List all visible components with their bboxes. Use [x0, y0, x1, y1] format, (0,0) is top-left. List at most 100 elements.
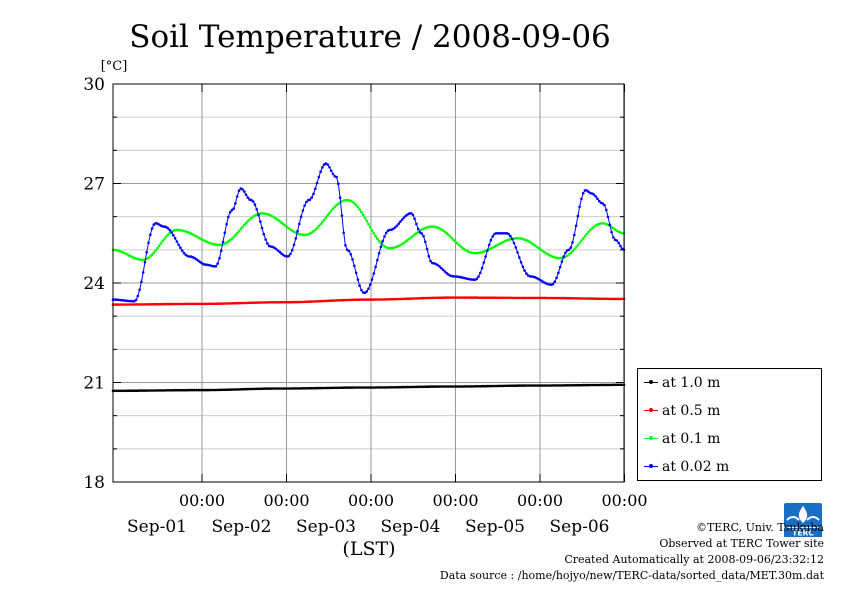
data-point	[338, 386, 342, 390]
data-point	[168, 389, 172, 392]
data-point	[219, 249, 223, 252]
data-point	[450, 236, 454, 240]
y-tick-label: 27	[83, 175, 105, 195]
data-point	[305, 387, 308, 390]
data-point	[601, 383, 604, 387]
data-point	[553, 280, 557, 284]
data-point	[592, 225, 596, 229]
data-point	[494, 232, 498, 235]
data-point	[140, 303, 143, 306]
data-point	[353, 202, 356, 205]
data-point	[161, 389, 164, 392]
series-at-0-02-m	[111, 162, 626, 303]
data-point	[574, 383, 578, 387]
data-point	[411, 213, 415, 217]
data-point	[173, 237, 177, 240]
data-point	[310, 231, 314, 234]
data-point	[248, 387, 251, 391]
data-point	[179, 246, 182, 250]
data-point	[333, 386, 337, 390]
data-point	[274, 217, 278, 220]
data-point	[246, 219, 250, 223]
series-at-0-5-m	[111, 296, 626, 306]
data-point	[578, 205, 581, 209]
data-point	[432, 296, 436, 300]
data-point	[149, 233, 152, 236]
data-point	[420, 385, 424, 389]
data-point	[551, 296, 555, 300]
data-point	[237, 301, 241, 305]
data-point	[149, 255, 152, 258]
data-point	[546, 384, 549, 387]
data-point	[425, 247, 429, 251]
data-point	[470, 385, 473, 388]
data-point	[590, 227, 594, 230]
data-point	[294, 237, 298, 240]
data-point	[282, 222, 285, 226]
data-point	[324, 216, 328, 219]
data-point	[448, 296, 452, 299]
data-point	[526, 384, 530, 387]
data-point	[269, 301, 273, 304]
data-point	[599, 297, 603, 301]
data-point	[594, 195, 597, 198]
x-tick-label-time: 00:00	[263, 491, 309, 510]
data-point	[395, 224, 399, 228]
data-point	[370, 229, 374, 232]
legend: at 1.0 m at 0.5 m at 0.1 m at 0.02 m	[637, 368, 822, 481]
data-point	[361, 213, 365, 217]
data-point	[581, 191, 585, 195]
data-point	[150, 253, 154, 256]
data-point	[312, 386, 315, 390]
data-point	[129, 303, 132, 306]
data-point	[429, 296, 432, 300]
data-point	[415, 232, 418, 235]
data-point	[310, 196, 314, 199]
data-point	[131, 299, 134, 303]
legend-swatch-1m	[644, 378, 658, 388]
data-point	[351, 298, 354, 302]
data-point	[571, 297, 574, 300]
data-point	[468, 296, 471, 299]
data-point	[397, 222, 401, 226]
data-point	[358, 208, 361, 211]
data-point	[558, 384, 562, 387]
data-point	[402, 385, 406, 389]
data-point	[498, 384, 502, 388]
data-point	[558, 265, 562, 269]
data-point	[340, 214, 344, 217]
data-point	[250, 198, 253, 202]
data-point	[603, 297, 606, 301]
data-point	[150, 227, 154, 230]
data-point	[333, 205, 337, 209]
data-point	[477, 385, 480, 388]
data-point	[195, 388, 198, 392]
data-point	[482, 296, 486, 300]
data-point	[539, 248, 542, 251]
data-point	[214, 264, 218, 268]
data-point	[164, 389, 168, 392]
data-point	[537, 384, 541, 387]
data-source-text: Data source : /home/hojyo/new/TERC-data/…	[439, 569, 824, 582]
data-point	[227, 302, 230, 305]
data-point	[177, 243, 180, 247]
data-point	[571, 250, 574, 253]
data-point	[365, 219, 369, 223]
x-tick-label-day: Sep-01	[127, 517, 187, 537]
data-point	[567, 253, 571, 256]
data-point	[188, 302, 191, 306]
data-point	[271, 301, 275, 304]
data-point	[317, 224, 321, 228]
data-point	[115, 389, 118, 393]
data-point	[285, 225, 289, 229]
data-point	[601, 202, 604, 205]
data-point	[331, 172, 335, 176]
data-point	[285, 300, 289, 304]
data-point	[608, 223, 612, 227]
data-point	[143, 261, 147, 264]
data-point	[381, 239, 385, 243]
data-point	[519, 261, 523, 264]
data-point	[502, 296, 505, 300]
data-point	[345, 386, 349, 389]
data-point	[356, 205, 360, 209]
